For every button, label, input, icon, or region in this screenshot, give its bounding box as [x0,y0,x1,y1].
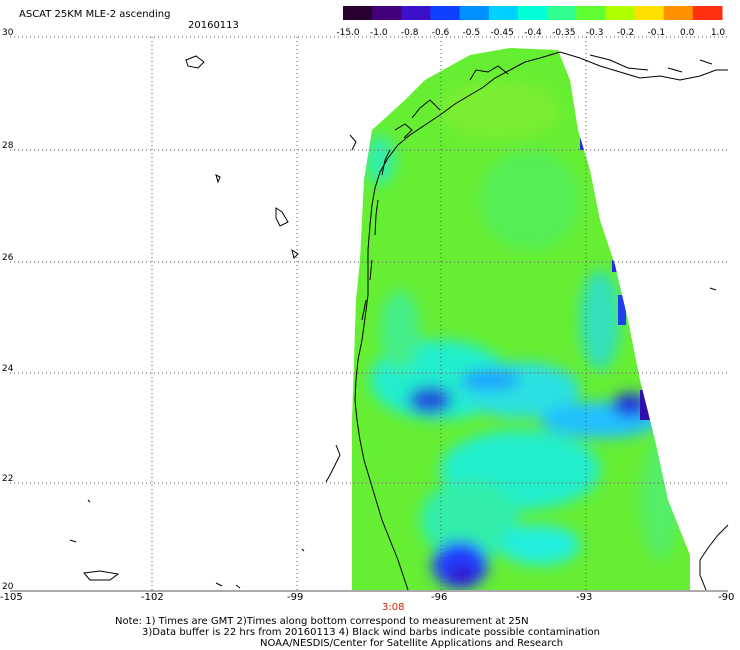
lon-label-93: -93 [576,592,593,603]
colorbar-label: -15.0 [336,28,360,38]
note-line-2: 3)Data buffer is 22 hrs from 20160113 4)… [142,627,600,638]
lat-lon-grid [10,36,728,591]
lon-label-105: -105 [0,592,23,603]
colorbar-label: -0.5 [462,28,481,38]
colorbar-swatch [401,6,431,20]
lon-label-102: -102 [141,592,164,603]
colorbar-label: 0.0 [679,28,695,38]
colorbar-swatch [605,6,636,20]
note-line-1: Note: 1) Times are GMT 2)Times along bot… [115,616,529,627]
colorbar-label: -0.6 [431,28,450,38]
colorbar-swatch [692,6,723,20]
colorbar-label: -0.4 [524,28,542,38]
lat-label-30: 30 [2,28,14,38]
lon-label-96: -96 [431,592,448,603]
colorbar-swatch [576,6,606,20]
colorbar-label: -1.0 [370,28,388,38]
colorbar-swatch [634,6,665,20]
colorbar-swatch [547,6,577,20]
colorbar-label: -0.35 [552,28,576,38]
lat-label-20: 20 [2,582,14,592]
map-date: 20160113 [188,20,239,31]
note-line-3: NOAA/NESDIS/Center for Satellite Applica… [260,638,564,649]
lon-label-99: -99 [287,592,304,603]
colorbar-swatch [663,6,694,20]
map-title: ASCAT 25KM MLE-2 ascending [19,9,171,20]
colorbar-swatch [517,6,548,20]
colorbar-swatch [459,6,490,20]
lat-label-22: 22 [2,474,14,484]
lon-label-90: -90 [718,592,735,603]
time-label: 3:08 [382,602,405,613]
lat-label-28: 28 [2,141,14,151]
colorbar-swatch [488,6,519,20]
colorbar-label: -0.2 [616,28,635,38]
colorbar-label: -0.1 [647,28,666,38]
colorbar-label: 1.0 [710,28,726,38]
colorbar-swatch [343,6,373,20]
lat-label-24: 24 [2,364,14,374]
wind-swath [352,48,690,590]
colorbar [343,6,723,20]
coastline [69,51,729,591]
colorbar-label: -0.3 [585,28,604,38]
colorbar-swatch [372,6,402,20]
colorbar-label: -0.8 [400,28,419,38]
colorbar-label: -0.45 [490,28,514,38]
colorbar-swatch [430,6,461,20]
lat-label-26: 26 [2,253,14,263]
